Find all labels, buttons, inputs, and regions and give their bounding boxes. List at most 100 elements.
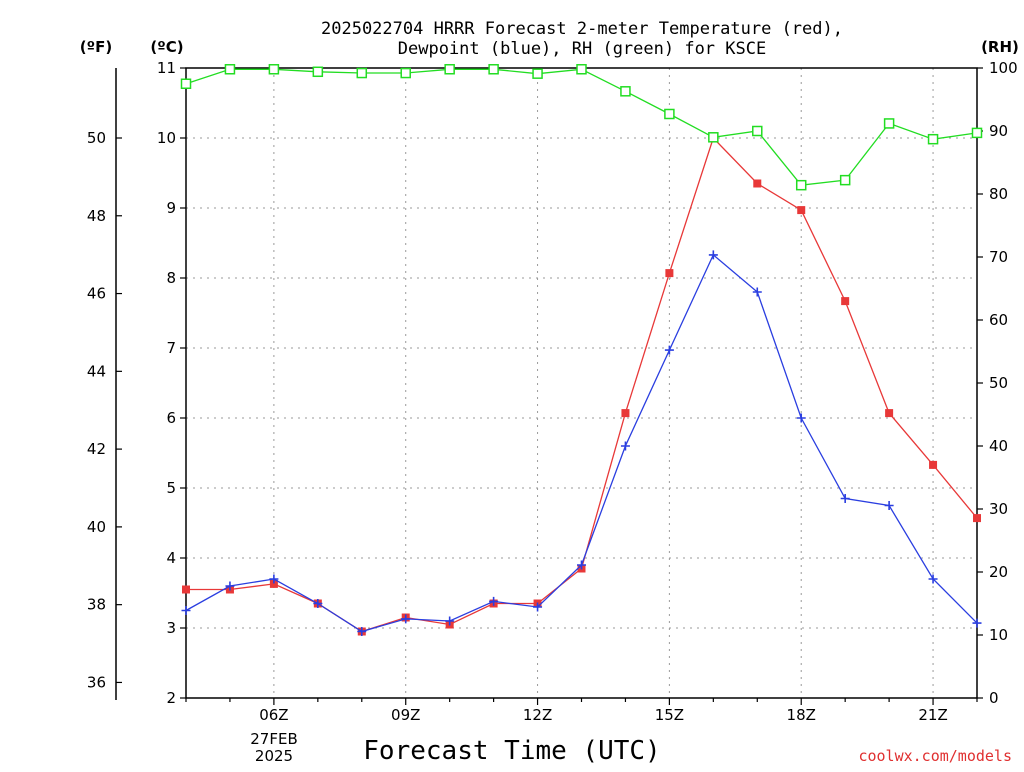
x-tick-label: 12Z xyxy=(523,706,552,724)
dewpoint-point xyxy=(489,596,499,606)
temperature-point xyxy=(621,409,630,418)
date-label-day: 27FEB xyxy=(250,730,297,748)
rh-tick-label: 30 xyxy=(989,500,1008,518)
x-tick-label: 21Z xyxy=(918,706,947,724)
rh-point xyxy=(795,179,807,191)
rh-tick-label: 20 xyxy=(989,563,1008,581)
fahrenheit-tick-label: 46 xyxy=(87,285,106,303)
celsius-tick-label: 9 xyxy=(166,199,176,217)
dewpoint-point xyxy=(533,602,543,612)
rh-tick-label: 10 xyxy=(989,626,1008,644)
temperature-point xyxy=(797,206,806,215)
celsius-unit-label: (ºC) xyxy=(150,38,183,56)
dewpoint-point xyxy=(269,574,279,584)
rh-line xyxy=(185,68,978,186)
celsius-tick-label: 6 xyxy=(166,409,176,427)
date-label-year: 2025 xyxy=(255,747,293,765)
dewpoint-point xyxy=(181,606,191,615)
temperature-point xyxy=(929,460,938,469)
temperature-point xyxy=(973,514,981,523)
label-layer: 2025022704 HRRR Forecast 2-meter Tempera… xyxy=(80,19,1019,766)
rh-tick-label: 50 xyxy=(989,374,1008,392)
rh-point xyxy=(752,125,763,137)
celsius-tick-label: 5 xyxy=(166,479,176,497)
dewpoint-point xyxy=(840,494,850,503)
x-tick-label: 18Z xyxy=(787,706,816,724)
temperature-point xyxy=(269,579,278,588)
rh-tick-label: 80 xyxy=(989,185,1008,203)
x-tick-label: 09Z xyxy=(391,706,420,724)
temperature-point xyxy=(753,179,762,188)
temperature-line xyxy=(186,136,978,633)
rh-point xyxy=(268,64,280,75)
dewpoint-point xyxy=(225,581,235,591)
rh-point xyxy=(224,64,236,75)
temperature-point xyxy=(841,297,850,306)
temperature-point xyxy=(182,585,190,594)
celsius-tick-label: 8 xyxy=(166,269,176,287)
dewpoint-point xyxy=(972,618,982,628)
dewpoint-point xyxy=(884,501,894,510)
rh-point xyxy=(444,64,455,75)
fahrenheit-tick-label: 38 xyxy=(87,596,106,614)
fahrenheit-tick-label: 42 xyxy=(87,440,106,458)
celsius-tick-label: 11 xyxy=(157,59,176,77)
chart-subtitle: Dewpoint (blue), RH (green) for KSCE xyxy=(398,39,766,59)
dewpoint-point xyxy=(445,616,455,626)
fahrenheit-tick-label: 44 xyxy=(87,362,106,380)
temperature-point xyxy=(665,269,674,278)
dewpoint-point xyxy=(752,287,762,297)
grid-layer xyxy=(186,68,977,698)
rh-tick-label: 0 xyxy=(989,689,999,707)
rh-unit-label: (RH) xyxy=(981,38,1019,56)
dewpoint-point xyxy=(577,560,586,570)
dewpoint-point xyxy=(620,441,630,451)
fahrenheit-tick-label: 50 xyxy=(87,129,106,147)
fahrenheit-tick-label: 40 xyxy=(87,518,106,536)
rh-point xyxy=(971,127,983,139)
rh-tick-label: 70 xyxy=(989,248,1008,266)
rh-point xyxy=(356,67,368,79)
temperature-point xyxy=(885,409,894,418)
rh-point xyxy=(927,133,939,145)
fahrenheit-unit-label: (ºF) xyxy=(80,38,112,56)
rh-point xyxy=(576,64,587,75)
celsius-tick-label: 3 xyxy=(166,619,176,637)
rh-point xyxy=(620,86,631,97)
rh-point xyxy=(532,68,543,79)
rh-point xyxy=(180,78,192,89)
rh-point xyxy=(883,118,895,129)
fahrenheit-tick-label: 48 xyxy=(87,207,106,225)
rh-point xyxy=(708,132,719,143)
rh-tick-label: 40 xyxy=(989,437,1008,455)
celsius-tick-label: 2 xyxy=(166,689,176,707)
rh-point xyxy=(400,67,411,79)
credit-text: coolwx.com/models xyxy=(858,747,1012,765)
series-layer xyxy=(180,64,983,636)
rh-tick-label: 90 xyxy=(989,122,1008,140)
dewpoint-point xyxy=(708,250,718,260)
rh-point xyxy=(312,66,324,78)
rh-tick-label: 60 xyxy=(989,311,1008,329)
celsius-tick-label: 10 xyxy=(157,129,176,147)
rh-point xyxy=(664,108,675,120)
dewpoint-line xyxy=(185,253,978,633)
rh-point xyxy=(488,64,499,75)
x-axis-label: Forecast Time (UTC) xyxy=(363,736,660,766)
celsius-tick-label: 7 xyxy=(166,339,176,357)
fahrenheit-tick-label: 36 xyxy=(87,673,106,691)
chart-title: 2025022704 HRRR Forecast 2-meter Tempera… xyxy=(321,19,843,39)
dewpoint-point xyxy=(313,599,323,608)
dewpoint-point xyxy=(796,413,806,423)
dewpoint-point xyxy=(928,574,938,584)
x-tick-label: 06Z xyxy=(259,706,288,724)
rh-tick-label: 100 xyxy=(989,59,1018,77)
x-tick-label: 15Z xyxy=(655,706,684,724)
axes-layer: 2 3 4 5 6 7 8 9 10 11 06Z 09Z 12Z 15Z 18Z 21Z 36 38 40 42 44… xyxy=(87,59,1018,724)
dewpoint-point xyxy=(357,627,367,636)
dewpoint-point xyxy=(401,614,411,624)
rh-point xyxy=(839,174,851,186)
celsius-tick-label: 4 xyxy=(166,549,176,567)
